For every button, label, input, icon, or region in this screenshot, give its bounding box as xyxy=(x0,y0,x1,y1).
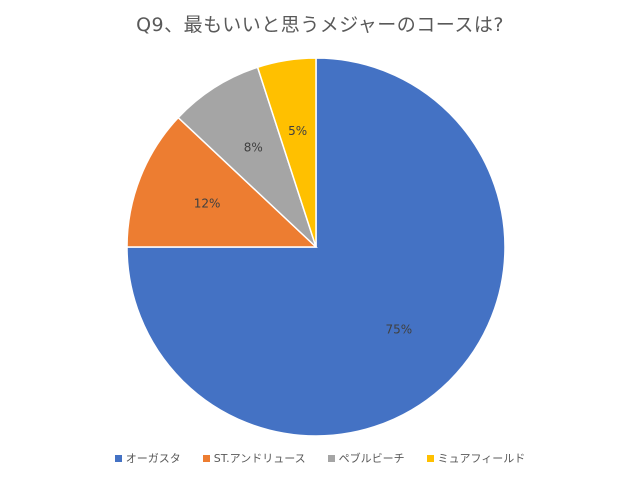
legend-label-st-andrews: ST.アンドリュース xyxy=(213,452,306,465)
pie-slices xyxy=(126,57,506,437)
pie-slice-muirfield xyxy=(256,57,317,248)
legend-swatch-st-andrews xyxy=(202,454,210,462)
legend-item-st-andrews: ST.アンドリュース xyxy=(202,450,306,466)
legend-item-muirfield: ミュアフィールド xyxy=(426,450,526,466)
legend-label-augusta: オーガスタ xyxy=(125,452,181,465)
legend-label-pebble-beach: ペブルビーチ xyxy=(338,452,405,465)
data-label-augusta: 75% xyxy=(386,322,413,336)
data-label-muirfield: 5% xyxy=(288,124,307,138)
data-label-st-andrews: 12% xyxy=(194,196,221,210)
pie-data-labels: 75% 12% 8% 5% xyxy=(194,124,412,337)
legend-swatch-pebble-beach xyxy=(327,454,335,462)
pie-slice-pebble-beach xyxy=(177,66,317,248)
data-label-pebble-beach: 8% xyxy=(244,141,263,155)
legend-item-pebble-beach: ペブルビーチ xyxy=(327,450,405,466)
chart-legend: オーガスタ ST.アンドリュース ペブルビーチ ミュアフィールド xyxy=(0,450,640,466)
chart-title: Q9、最もいいと思うメジャーのコースは? xyxy=(136,14,504,36)
legend-swatch-augusta xyxy=(114,454,122,462)
legend-swatch-muirfield xyxy=(426,454,434,462)
pie-slice-st-andrews xyxy=(126,116,318,248)
legend-item-augusta: オーガスタ xyxy=(114,450,181,466)
legend-label-muirfield: ミュアフィールド xyxy=(437,452,526,465)
